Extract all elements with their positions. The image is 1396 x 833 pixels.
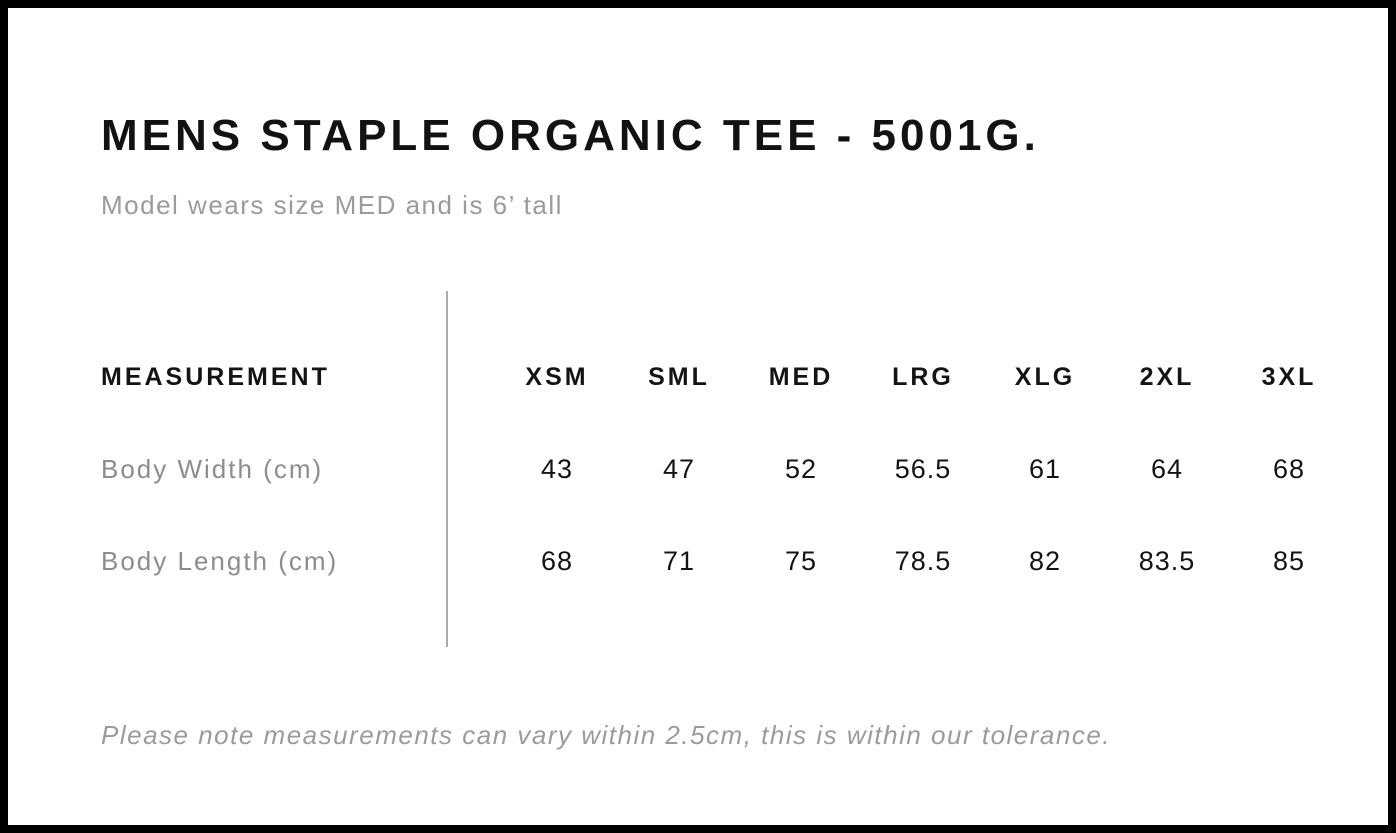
column-header-2xl: 2XL [1139, 362, 1195, 391]
cell-body-width-xlg: 61 [1028, 453, 1062, 484]
tolerance-note: Please note measurements can vary within… [101, 720, 1112, 750]
table-divider-line [446, 291, 448, 647]
size-chart-table: MEASUREMENT XSM SML MED LRG XLG 2XL 3XL … [8, 331, 1396, 607]
cell-body-length-sml: 71 [662, 545, 696, 576]
cell-body-width-lrg: 56.5 [894, 453, 952, 484]
column-header-xlg: XLG [1014, 362, 1076, 391]
column-header-sml: SML [648, 362, 710, 391]
cell-body-width-2xl: 64 [1150, 453, 1184, 484]
cell-body-width-sml: 47 [662, 453, 696, 484]
model-size-subtitle: Model wears size MED and is 6’ tall [101, 190, 563, 220]
table-row-body-width: Body Width (cm) 43 47 52 56.5 61 64 68 [8, 423, 1396, 515]
cell-body-length-2xl: 83.5 [1138, 545, 1196, 576]
column-header-lrg: LRG [892, 362, 954, 391]
column-header-measurement: MEASUREMENT [101, 362, 330, 391]
row-label-body-length: Body Length (cm) [101, 545, 339, 576]
cell-body-width-3xl: 68 [1272, 453, 1306, 484]
column-header-3xl: 3XL [1261, 362, 1317, 391]
column-header-med: MED [768, 362, 834, 391]
cell-body-length-xsm: 68 [540, 545, 574, 576]
cell-body-length-lrg: 78.5 [894, 545, 952, 576]
row-label-body-width: Body Width (cm) [101, 453, 324, 484]
cell-body-length-med: 75 [784, 545, 818, 576]
cell-body-length-xlg: 82 [1028, 545, 1062, 576]
page-title: MENS STAPLE ORGANIC TEE - 5001G. [101, 111, 1040, 160]
cell-body-width-xsm: 43 [540, 453, 574, 484]
table-row-body-length: Body Length (cm) 68 71 75 78.5 82 83.5 8… [8, 515, 1396, 607]
cell-body-length-3xl: 85 [1272, 545, 1306, 576]
table-header-row: MEASUREMENT XSM SML MED LRG XLG 2XL 3XL [8, 331, 1396, 423]
cell-body-width-med: 52 [784, 453, 818, 484]
column-header-xsm: XSM [525, 362, 589, 391]
